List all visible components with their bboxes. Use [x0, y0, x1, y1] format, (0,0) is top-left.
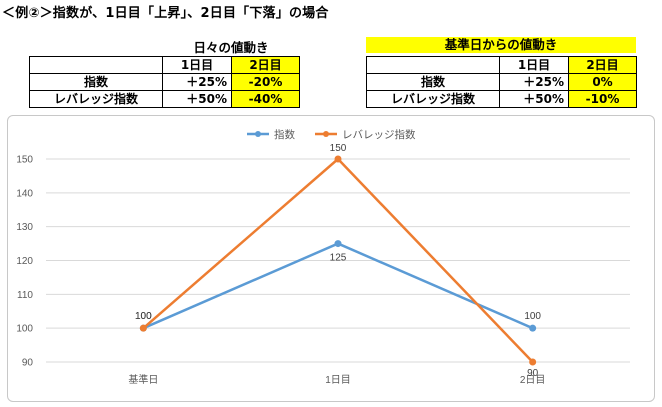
table-header-day2: 2日目 — [568, 56, 637, 74]
row-label: レバレッジ指数 — [366, 90, 500, 108]
cell-value: -20% — [231, 73, 300, 91]
data-label: 150 — [330, 143, 347, 154]
y-tick-label: 120 — [16, 256, 33, 267]
table-header-day1: 1日目 — [162, 56, 232, 74]
cumulative-change-table-title: 基準日からの値動き — [366, 37, 636, 53]
data-point-marker — [334, 240, 342, 248]
data-label: 100 — [524, 311, 541, 322]
data-point-marker — [334, 155, 342, 163]
data-label: 100 — [135, 311, 152, 322]
data-label: 125 — [330, 253, 347, 264]
data-point-marker — [139, 324, 147, 332]
data-point-marker — [529, 324, 537, 332]
data-label: 90 — [527, 368, 539, 379]
y-tick-label: 90 — [22, 358, 34, 369]
legend-marker — [323, 131, 329, 137]
y-tick-label: 100 — [16, 324, 33, 335]
cell-value: -10% — [568, 90, 637, 108]
data-label: 100 — [135, 311, 152, 322]
data-point-marker — [529, 358, 537, 366]
x-tick-label: 2日目 — [520, 375, 546, 386]
y-tick-label: 150 — [16, 155, 33, 166]
y-tick-label: 130 — [16, 222, 33, 233]
row-label: レバレッジ指数 — [29, 90, 163, 108]
daily-change-table-title: 日々の値動き — [193, 40, 269, 55]
cell-value: ＋50% — [162, 90, 232, 108]
x-tick-label: 基準日 — [128, 373, 158, 386]
legend-label: 指数 — [274, 128, 295, 141]
cumulative-change-table: 1日目 2日目 指数 ＋25% 0% レバレッジ指数 ＋50% -10% — [366, 56, 637, 108]
table-row: 指数 ＋25% 0% — [366, 73, 637, 91]
table-row: レバレッジ指数 ＋50% -40% — [29, 90, 300, 108]
table-header-row: 1日目 2日目 — [366, 56, 637, 74]
table-header-day1: 1日目 — [499, 56, 569, 74]
y-tick-label: 110 — [17, 290, 33, 301]
x-tick-label: 1日目 — [325, 375, 351, 386]
cell-value: -40% — [231, 90, 300, 108]
table-row: レバレッジ指数 ＋50% -10% — [366, 90, 637, 108]
y-tick-label: 140 — [16, 188, 33, 199]
cell-value: ＋50% — [499, 90, 569, 108]
page-title: ＜例②＞指数が、1日目「上昇」、2日目「下落」の場合 — [2, 6, 329, 21]
legend-marker — [255, 131, 261, 137]
line-chart-frame — [7, 115, 655, 402]
legend-label: レバレッジ指数 — [342, 128, 416, 141]
daily-change-table: 1日目 2日目 指数 ＋25% -20% レバレッジ指数 ＋50% -40% — [29, 56, 300, 108]
